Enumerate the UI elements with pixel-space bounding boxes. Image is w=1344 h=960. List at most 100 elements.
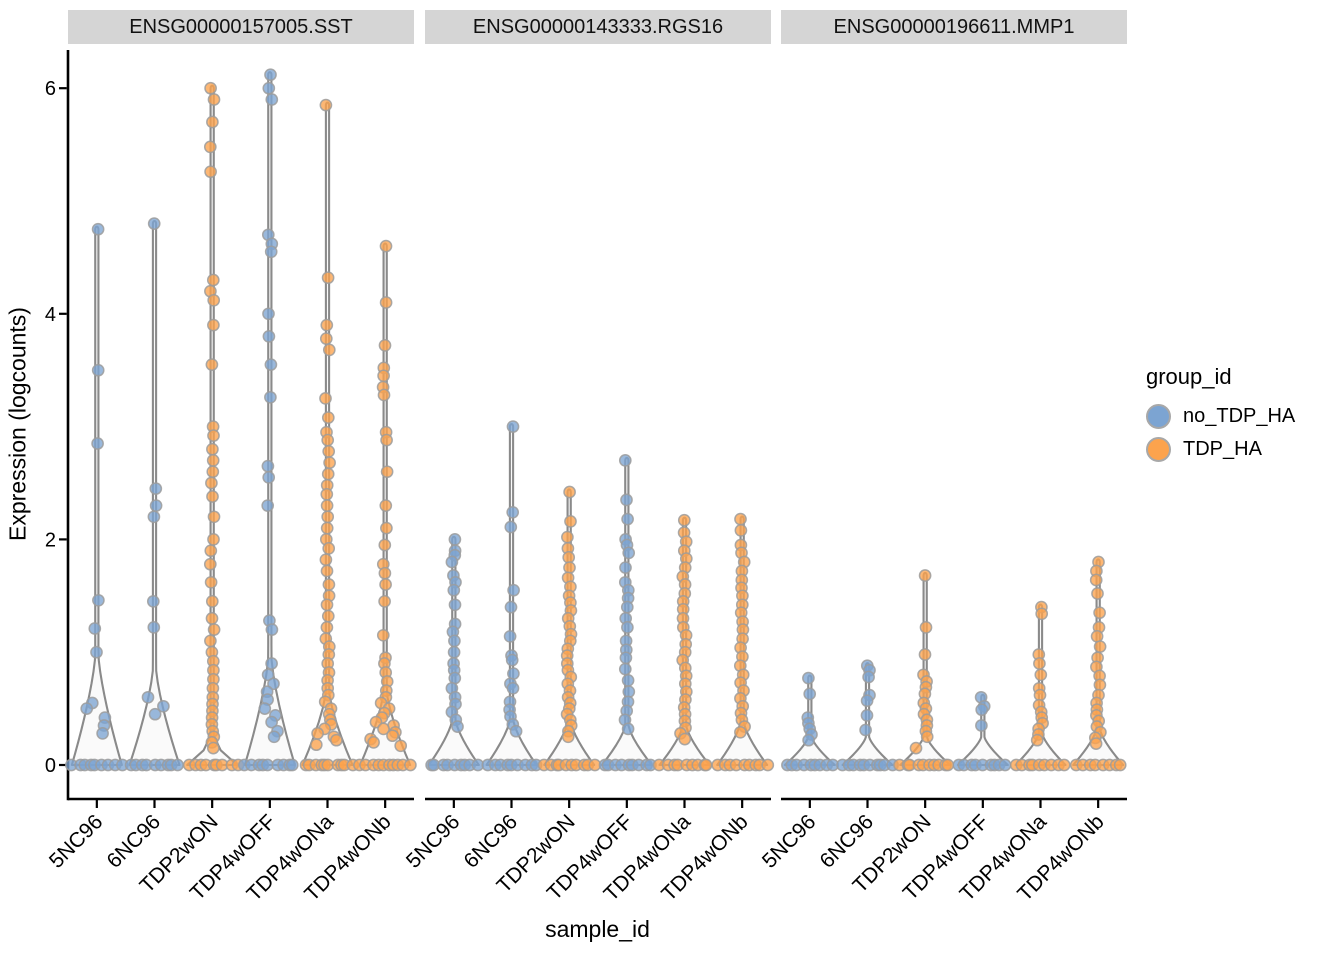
jitter-point xyxy=(321,433,335,447)
jitter-point xyxy=(203,140,217,154)
zero-point xyxy=(261,758,274,772)
jitter-point xyxy=(379,578,392,591)
jitter-point xyxy=(265,657,278,670)
jitter-point xyxy=(621,512,634,526)
jitter-point xyxy=(1089,573,1103,587)
jitter-point xyxy=(734,524,748,537)
jitter-point xyxy=(448,634,461,648)
jitter-point xyxy=(262,81,276,95)
jitter-point xyxy=(380,433,393,447)
jitter-point xyxy=(1091,587,1104,600)
jitter-point xyxy=(91,437,104,450)
jitter-point xyxy=(92,593,105,607)
jitter-point xyxy=(147,217,161,230)
jitter-point xyxy=(1035,607,1049,621)
jitter-point xyxy=(445,555,459,569)
jitter-point xyxy=(264,245,278,259)
jitter-point xyxy=(378,538,392,552)
jitter-point xyxy=(96,727,109,740)
jitter-point xyxy=(376,628,390,642)
x-tick-label: 5NC96 xyxy=(758,810,820,872)
jitter-point xyxy=(203,557,217,571)
jitter-point xyxy=(975,703,989,717)
jitter-point xyxy=(320,598,334,612)
jitter-point xyxy=(207,429,220,442)
jitter-point xyxy=(506,420,520,433)
legend-entry-label: TDP_HA xyxy=(1183,438,1262,460)
jitter-point xyxy=(394,739,408,753)
jitter-point xyxy=(447,645,461,659)
jitter-point xyxy=(377,369,390,383)
jitter-point xyxy=(321,609,335,623)
violin-outline xyxy=(70,225,123,767)
jitter-point xyxy=(802,671,815,685)
jitter-point xyxy=(975,719,988,732)
jitter-point xyxy=(320,621,334,634)
jitter-point xyxy=(204,165,217,179)
jitter-point xyxy=(504,600,518,614)
jitter-point xyxy=(621,722,635,736)
jitter-point xyxy=(265,93,279,106)
jitter-point xyxy=(206,490,219,503)
zero-point xyxy=(171,758,184,772)
jitter-point xyxy=(379,239,393,253)
jitter-point xyxy=(1093,640,1107,653)
jitter-point xyxy=(563,561,576,574)
jitter-point xyxy=(146,595,160,608)
jitter-point xyxy=(206,454,220,467)
jitter-point xyxy=(267,730,281,744)
x-axis-title: sample_id xyxy=(545,916,650,942)
jitter-point xyxy=(319,98,333,112)
jitter-point xyxy=(618,454,632,467)
violin-layer xyxy=(70,71,1125,767)
jitter-point xyxy=(734,512,747,526)
jitter-point xyxy=(206,273,220,287)
jitter-point xyxy=(262,471,276,484)
jitter-point xyxy=(860,709,874,722)
zero-point xyxy=(998,758,1012,772)
jitter-point xyxy=(206,115,219,129)
facet-strip-label: ENSG00000196611.MMP1 xyxy=(833,15,1075,38)
jitter-point xyxy=(386,729,399,743)
jitter-point xyxy=(207,293,221,307)
jitter-point xyxy=(1034,668,1048,682)
jitter-point xyxy=(204,575,218,589)
jitter-point xyxy=(207,533,220,546)
facet-strip-label: ENSG00000143333.RGS16 xyxy=(472,15,724,38)
jitter-point xyxy=(80,702,94,715)
jitter-point xyxy=(206,442,219,456)
jitter-point xyxy=(909,741,923,755)
jitter-point xyxy=(619,651,633,665)
legend-key-circle-icon xyxy=(1146,437,1171,462)
jitter-point xyxy=(330,733,343,747)
jitter-point xyxy=(367,736,380,749)
jitter-point xyxy=(561,730,575,744)
jitter-point xyxy=(148,707,162,721)
jitter-point xyxy=(320,499,334,512)
jitter-point xyxy=(319,392,332,405)
jitter-point xyxy=(90,645,103,659)
jitter-point xyxy=(265,623,279,636)
jitter-point xyxy=(207,93,221,106)
legend-entry: TDP_HA xyxy=(1146,437,1295,462)
jitter-point xyxy=(377,388,391,402)
jitter-point xyxy=(1089,737,1103,750)
jitter-point xyxy=(322,445,336,458)
jitter-point xyxy=(321,467,335,481)
jitter-point xyxy=(264,390,277,404)
jitter-point xyxy=(322,343,336,357)
jitter-point xyxy=(448,671,462,685)
jitter-point xyxy=(1030,733,1044,747)
jitter-point xyxy=(859,723,872,737)
jitter-point xyxy=(619,561,632,574)
x-tick-label: 5NC96 xyxy=(45,810,107,872)
jitter-point xyxy=(149,482,163,495)
jitter-point xyxy=(207,318,220,332)
legend-title: group_id xyxy=(1146,364,1232,389)
jitter-point xyxy=(149,499,163,512)
jitter-point xyxy=(378,339,392,352)
jitter-point xyxy=(620,600,634,614)
jitter-point xyxy=(264,68,277,82)
jitter-point xyxy=(918,569,932,582)
jitter-point xyxy=(448,533,462,546)
